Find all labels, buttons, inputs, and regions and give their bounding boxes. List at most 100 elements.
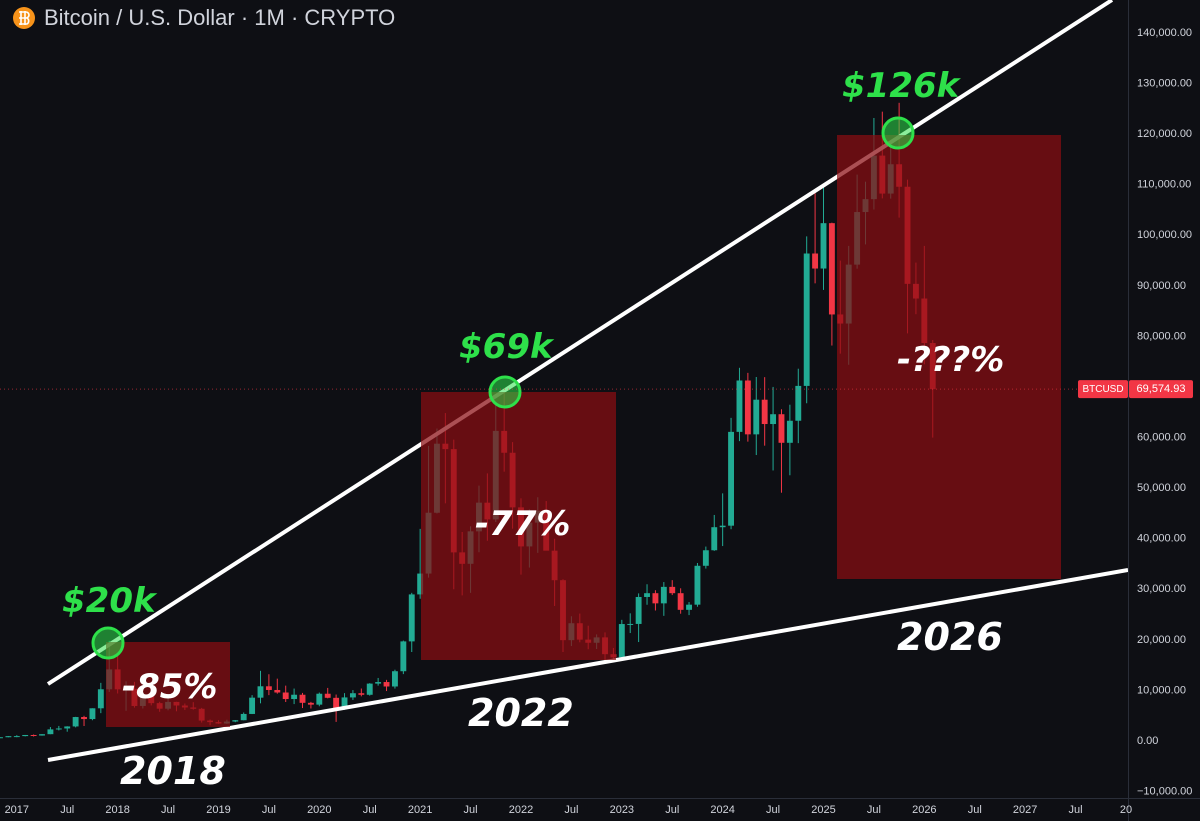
y-tick-label: 20,000.00	[1137, 634, 1186, 646]
candle-body	[240, 713, 247, 721]
candle-body	[375, 682, 382, 684]
x-tick-label: Jul	[564, 804, 578, 816]
candle-body	[677, 593, 684, 610]
time-axis	[0, 798, 1128, 821]
x-tick-label: Jul	[161, 804, 175, 816]
x-tick-label: Jul	[867, 804, 881, 816]
candle-body	[249, 697, 256, 714]
candle-body	[408, 594, 415, 642]
drawdown-boxes	[106, 135, 1061, 727]
x-tick-label: 2027	[1013, 804, 1037, 816]
x-tick-label: Jul	[1069, 804, 1083, 816]
x-tick-label: Jul	[665, 804, 679, 816]
y-tick-label: 130,000.00	[1137, 77, 1192, 89]
drawdown-label: -85%	[122, 667, 218, 707]
candle-body	[0, 737, 3, 739]
candle-body	[55, 728, 62, 730]
candle-body	[660, 586, 667, 604]
candle-body	[753, 399, 760, 435]
y-tick-label: 90,000.00	[1137, 280, 1186, 292]
x-tick-label: 2018	[105, 804, 129, 816]
candle-body	[820, 223, 827, 269]
candle-body	[400, 641, 407, 672]
price-axis	[1128, 0, 1200, 821]
candle-body	[72, 717, 79, 727]
peak-marker	[881, 116, 915, 150]
x-tick-label: 2025	[811, 804, 835, 816]
candle-body	[686, 604, 692, 610]
peak-label: $69k	[459, 327, 555, 367]
candle-body	[744, 380, 751, 435]
candle-body	[5, 736, 12, 738]
candle-body	[333, 697, 340, 709]
candle-body	[47, 729, 54, 735]
candle-body	[383, 682, 390, 687]
candle-body	[64, 726, 71, 729]
x-tick-label: 2026	[912, 804, 936, 816]
candle-body	[669, 586, 676, 594]
candle-body	[644, 593, 650, 597]
x-tick-label: 20	[1120, 804, 1132, 816]
cycle-year: 2018	[120, 749, 226, 793]
drawdown-label: -77%	[475, 504, 571, 544]
drawdown-box	[106, 642, 230, 727]
candle-body	[39, 734, 45, 736]
candle-body	[719, 525, 726, 528]
x-tick-label: 2020	[307, 804, 331, 816]
candle-body	[728, 431, 735, 526]
candle-body	[324, 693, 331, 698]
candle-body	[812, 253, 819, 269]
peak-label: $126k	[842, 66, 962, 106]
candle-body	[349, 693, 356, 698]
symbol-tag-label: BTCUSD	[1082, 384, 1123, 395]
y-tick-label: 30,000.00	[1137, 583, 1186, 595]
candle-body	[366, 683, 373, 695]
x-tick-label: 2024	[710, 804, 734, 816]
y-tick-label: 80,000.00	[1137, 330, 1186, 342]
candle-body	[265, 686, 272, 690]
last-price-label: 69,574.93	[1137, 383, 1186, 395]
candle-body	[761, 399, 768, 425]
drawdown-label: -???%	[897, 340, 1004, 380]
x-tick-label: 2019	[206, 804, 230, 816]
candle-body	[391, 671, 398, 687]
candle-body	[22, 734, 29, 737]
candle-body	[291, 694, 298, 700]
peak-marker	[488, 375, 522, 409]
candle-body	[635, 596, 642, 624]
peak-markers	[91, 116, 915, 660]
candle-body	[618, 624, 625, 658]
symbol-icon-glyph	[19, 11, 30, 25]
x-tick-label: Jul	[766, 804, 780, 816]
y-tick-label: 140,000.00	[1137, 27, 1192, 39]
candle-body	[828, 223, 835, 315]
y-tick-label: 0.00	[1137, 735, 1158, 747]
candle-body	[341, 697, 348, 709]
peak-marker	[91, 626, 125, 660]
chart-title: Bitcoin / U.S. Dollar · 1M · CRYPTO	[44, 5, 395, 30]
y-tick-label: 100,000.00	[1137, 229, 1192, 241]
x-tick-label: Jul	[968, 804, 982, 816]
candle-body	[652, 593, 659, 604]
candle-body	[30, 734, 37, 736]
peak-label: $20k	[62, 581, 158, 621]
candle-body	[257, 686, 264, 698]
candle-body	[786, 420, 793, 443]
candle-body	[358, 693, 365, 695]
cycle-year: 2022	[468, 691, 574, 735]
candle-body	[795, 385, 802, 421]
candle-body	[299, 694, 306, 703]
symbol-tag	[1078, 380, 1128, 399]
x-tick-label: Jul	[363, 804, 377, 816]
y-tick-label: −10,000.00	[1137, 785, 1192, 797]
y-tick-label: 10,000.00	[1137, 684, 1186, 696]
x-tick-label: 2021	[408, 804, 432, 816]
candle-body	[736, 380, 743, 432]
y-tick-label: 120,000.00	[1137, 128, 1192, 140]
lower-trend-line	[47, 568, 1128, 762]
x-tick-label: 2022	[509, 804, 533, 816]
candle-body	[803, 253, 810, 386]
x-tick-label: Jul	[262, 804, 276, 816]
candle-body	[702, 550, 709, 566]
last-price-tag	[1129, 380, 1193, 399]
